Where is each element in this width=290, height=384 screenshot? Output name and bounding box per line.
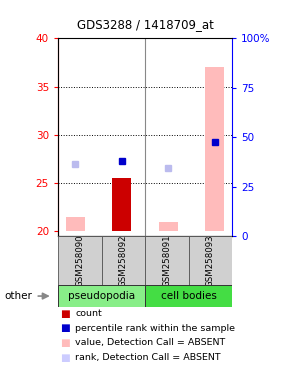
Text: value, Detection Call = ABSENT: value, Detection Call = ABSENT [75,338,226,348]
Text: pseudopodia: pseudopodia [68,291,135,301]
Text: percentile rank within the sample: percentile rank within the sample [75,324,235,333]
Bar [58,236,102,286]
Bar [66,217,84,231]
Bar [159,222,177,231]
Bar [58,285,145,307]
Bar [102,236,145,286]
Text: ■: ■ [60,338,70,348]
Text: count: count [75,309,102,318]
Text: GSM258093: GSM258093 [206,235,215,288]
Text: GSM258091: GSM258091 [162,235,171,288]
Text: cell bodies: cell bodies [161,291,216,301]
Text: ■: ■ [60,323,70,333]
Text: rank, Detection Call = ABSENT: rank, Detection Call = ABSENT [75,353,221,362]
Text: GDS3288 / 1418709_at: GDS3288 / 1418709_at [77,18,213,31]
Text: other: other [4,291,32,301]
Text: GSM258092: GSM258092 [119,235,128,288]
Text: ■: ■ [60,309,70,319]
Text: ■: ■ [60,353,70,362]
Bar [145,285,232,307]
Bar [188,236,232,286]
Bar [206,67,224,231]
Text: GSM258090: GSM258090 [75,235,84,288]
Bar [145,236,188,286]
Bar [113,178,131,231]
